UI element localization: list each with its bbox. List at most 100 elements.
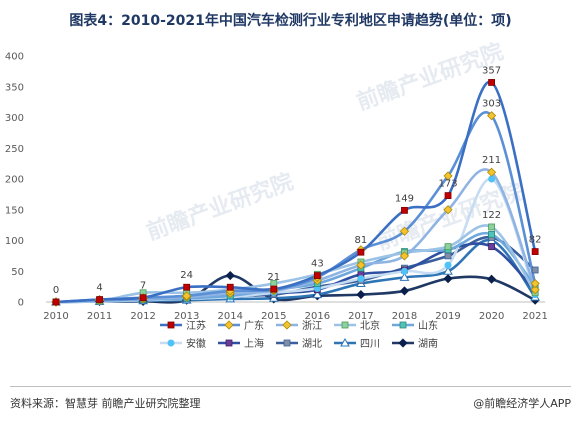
data-point	[444, 192, 452, 200]
x-tick-label: 2013	[174, 311, 199, 322]
legend-label: 北京	[360, 319, 380, 332]
x-tick-label: 2015	[261, 311, 286, 322]
legend-item: 山东	[392, 319, 438, 332]
data-point	[488, 243, 495, 251]
legend-item: 浙江	[276, 320, 322, 332]
data-point	[400, 267, 408, 275]
data-label: 21	[267, 272, 280, 283]
data-point	[399, 226, 410, 236]
legend-swatch-marker	[398, 338, 408, 348]
legend-label: 广东	[244, 319, 264, 332]
data-point	[182, 291, 192, 301]
data-point	[312, 289, 323, 299]
y-tick-label: 350	[5, 82, 24, 93]
data-point	[531, 266, 539, 274]
legend-item: 上海	[218, 337, 264, 350]
data-point	[357, 248, 365, 256]
data-label: 122	[482, 210, 501, 221]
legend-item: 江苏	[160, 319, 206, 332]
data-point	[443, 171, 453, 181]
data-point	[444, 252, 452, 260]
y-tick-label: 250	[5, 144, 24, 155]
legend-item: 湖北	[276, 338, 322, 350]
x-tick-label: 2014	[218, 311, 243, 322]
x-tick-label: 2019	[435, 311, 460, 322]
legend-swatch-marker	[282, 320, 292, 330]
data-point	[399, 251, 410, 261]
legend-item: 北京	[334, 319, 380, 332]
y-tick-label: 200	[5, 175, 24, 186]
data-label: 82	[529, 235, 542, 246]
legend-swatch-marker	[167, 321, 175, 329]
data-point	[487, 111, 497, 121]
data-point	[444, 261, 452, 269]
data-point	[488, 79, 495, 86]
x-tick-label: 2011	[87, 311, 112, 322]
legend-label: 江苏	[186, 319, 206, 332]
data-point	[356, 260, 366, 270]
data-label: 7	[140, 281, 146, 292]
x-tick-label: 2010	[43, 311, 68, 322]
data-point	[399, 286, 410, 296]
data-label: 81	[355, 235, 368, 246]
data-label: 357	[482, 65, 501, 76]
data-point	[443, 266, 453, 275]
data-label: 211	[482, 155, 501, 166]
data-point	[488, 230, 495, 238]
data-label: 303	[482, 99, 501, 110]
series-line	[55, 242, 537, 304]
data-point	[487, 274, 497, 284]
legend-swatch-marker	[224, 320, 234, 330]
legend-item: 湖南	[392, 337, 438, 350]
x-tick-label: 2012	[130, 311, 155, 322]
data-point	[270, 285, 278, 293]
data-point	[530, 278, 540, 289]
x-tick-label: 2017	[348, 311, 373, 322]
data-point	[531, 248, 539, 255]
data-point	[399, 272, 410, 281]
legend-swatch-marker	[283, 339, 291, 347]
data-label: 4	[96, 283, 102, 294]
data-point	[530, 285, 540, 295]
y-tick-label: 150	[5, 205, 24, 216]
data-label: 0	[53, 285, 59, 296]
legend-swatch-marker	[225, 339, 233, 347]
watermark-text: 前瞻产业研究院	[143, 169, 297, 246]
legend-item: 四川	[334, 337, 380, 350]
x-tick-label: 2018	[392, 311, 417, 322]
data-label: 149	[395, 193, 414, 204]
chart-title: 图表4：2010-2021年中国汽车检测行业专利地区申请趋势(单位：项)	[69, 13, 512, 29]
brand-credit: @前瞻经济学人APP	[473, 397, 571, 410]
data-point	[401, 206, 408, 214]
legend-label: 湖北	[302, 338, 322, 350]
x-tick-label: 2021	[522, 311, 547, 322]
legend-swatch-marker	[341, 321, 349, 329]
data-point	[313, 272, 321, 279]
data-point	[444, 243, 452, 251]
legend-label: 安徽	[186, 337, 206, 350]
data-label: 43	[311, 259, 324, 270]
legend-swatch-marker	[340, 337, 350, 347]
y-tick-label: 50	[11, 267, 24, 278]
legend-label: 浙江	[302, 320, 322, 332]
data-label: 173	[438, 179, 457, 190]
data-point	[225, 270, 235, 281]
data-point	[226, 283, 234, 291]
legend-swatch-marker	[399, 321, 407, 329]
legend-label: 湖南	[418, 337, 438, 350]
data-point	[139, 294, 147, 302]
data-point	[52, 298, 60, 306]
y-tick-label: 0	[18, 298, 24, 309]
footer: 资料来源：智慧芽 前瞻产业研究院整理 @前瞻经济学人APP	[10, 386, 571, 411]
data-point	[356, 290, 366, 300]
legend-label: 四川	[360, 339, 380, 350]
data-point	[357, 275, 365, 283]
legend-label: 上海	[244, 337, 264, 350]
data-label: 24	[180, 270, 193, 281]
x-tick-label: 2020	[479, 311, 504, 322]
y-tick-label: 300	[5, 113, 24, 124]
y-tick-label: 100	[5, 236, 24, 247]
legend-swatch-marker	[167, 339, 175, 347]
source-note: 资料来源：智慧芽 前瞻产业研究院整理	[10, 397, 201, 410]
